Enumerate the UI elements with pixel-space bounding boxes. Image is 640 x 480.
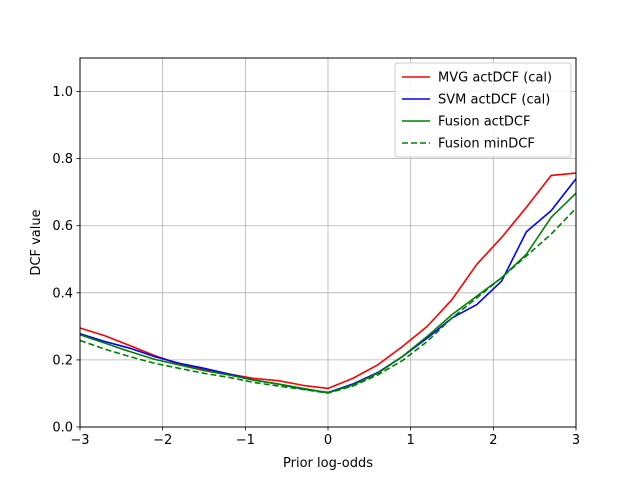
legend-label: Fusion minDCF xyxy=(438,137,535,152)
legend-label: SVM actDCF (cal) xyxy=(438,93,550,108)
x-tick-label: 1 xyxy=(407,433,415,448)
x-tick-label: 0 xyxy=(324,433,332,448)
legend-box xyxy=(394,62,572,158)
x-tick-label: 2 xyxy=(489,433,497,448)
series-line-4 xyxy=(79,207,577,394)
y-tick-label: 0.2 xyxy=(52,353,73,368)
y-tick-label: 0.6 xyxy=(52,219,73,234)
legend-label: Fusion actDCF xyxy=(438,115,531,130)
x-tick-label: −3 xyxy=(70,433,89,448)
x-axis-label: Prior log-odds xyxy=(283,456,373,471)
legend: MVG actDCF (cal) SVM actDCF (cal) Fusion a… xyxy=(394,62,572,158)
y-tick-label: 1.0 xyxy=(52,85,73,100)
axis-ticks: −3 −2 −1 0 1 2 3 0.0 0.2 0.4 0.6 0.8 1.0 xyxy=(52,85,580,448)
y-tick-label: 0.0 xyxy=(52,421,73,436)
y-axis-label: DCF value xyxy=(29,209,44,275)
y-tick-label: 0.8 xyxy=(52,152,73,167)
series-lines xyxy=(79,172,577,394)
x-tick-label: −1 xyxy=(236,433,255,448)
x-tick-label: 3 xyxy=(572,433,580,448)
x-tick-label: −2 xyxy=(153,433,172,448)
legend-label: MVG actDCF (cal) xyxy=(438,71,552,86)
y-tick-label: 0.4 xyxy=(52,286,73,301)
